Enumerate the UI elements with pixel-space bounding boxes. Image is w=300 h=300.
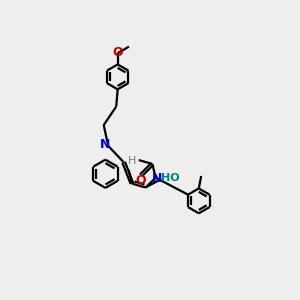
Text: N: N bbox=[99, 138, 110, 151]
Text: HO: HO bbox=[160, 173, 179, 183]
Text: O: O bbox=[135, 174, 146, 187]
Text: N: N bbox=[152, 172, 162, 185]
Text: O: O bbox=[113, 46, 123, 59]
Text: H: H bbox=[128, 156, 136, 166]
